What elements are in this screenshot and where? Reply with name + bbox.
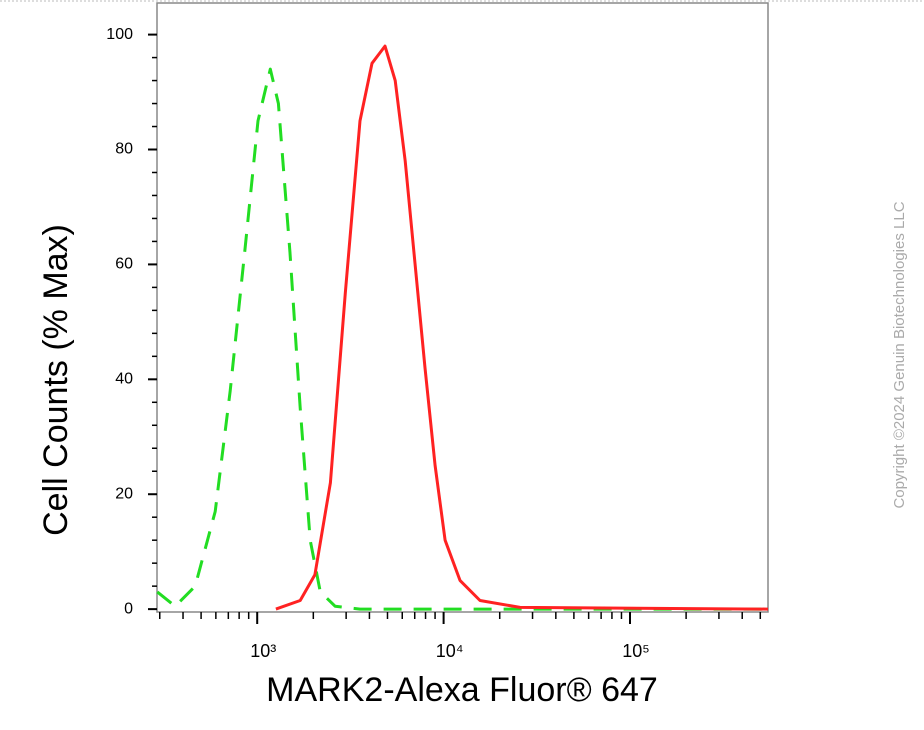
y-tick-label: 60	[115, 256, 133, 273]
x-tick-label: 10⁵	[622, 641, 649, 661]
x-tick-label: 10³	[250, 641, 276, 661]
y-tick-label: 80	[115, 141, 133, 158]
y-tick-label: 100	[106, 26, 133, 43]
y-tick-label: 40	[115, 371, 133, 388]
y-tick-label: 20	[115, 485, 133, 502]
y-axis-label: Cell Counts (% Max)	[37, 224, 75, 536]
y-tick-label: 0	[124, 600, 133, 617]
histogram-line	[275, 44, 769, 611]
x-axis-label: MARK2-Alexa Fluor® 647	[266, 671, 658, 709]
x-tick-label: 10⁴	[436, 641, 464, 661]
histogram-line	[156, 67, 768, 611]
watermark: Copyright ©2024 Genuin Biotechnologies L…	[891, 201, 908, 508]
plot-frame	[156, 2, 769, 613]
